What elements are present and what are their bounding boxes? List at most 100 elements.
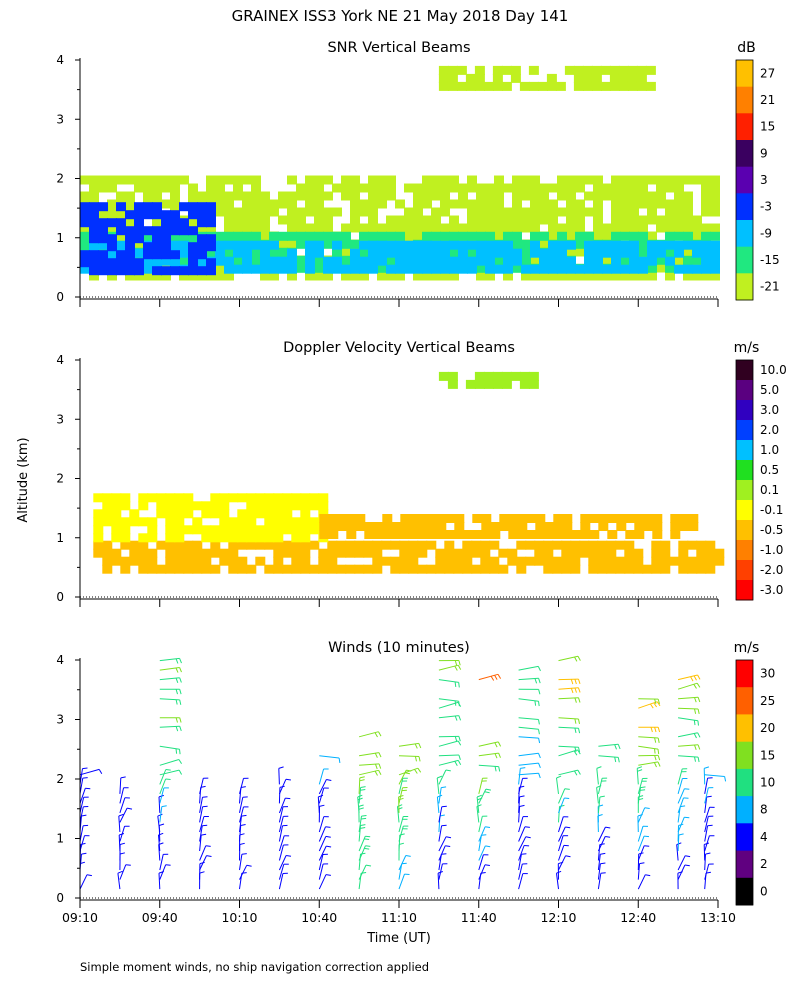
heatmap-cell [296,223,306,233]
heatmap-cell [264,564,275,574]
wind-barb-flag [697,708,700,715]
wind-barb-flag [574,718,577,724]
heatmap-cell [282,501,293,511]
heatmap-cell [134,258,144,268]
heatmap-cell [449,247,459,257]
heatmap-cell [584,271,594,281]
heatmap-cell [246,533,257,543]
heatmap-cell [309,493,320,503]
heatmap-cell [494,191,504,201]
heatmap-cell [413,191,423,201]
heatmap-cell [440,256,450,266]
wind-barb [119,777,122,794]
heatmap-cell [602,231,612,241]
heatmap-cell [413,207,423,217]
wind-barb [637,826,644,842]
wind-barb [278,835,285,852]
heatmap-cell [440,207,450,217]
wind-barb-flag [614,744,617,750]
heatmap-cell [390,556,401,566]
heatmap-cell [125,210,135,220]
wind-barb-flag [693,733,697,739]
heatmap-cell [525,540,536,550]
heatmap-cell [323,256,333,266]
wind-barb-flag [578,728,581,734]
heatmap-cell [210,564,221,574]
heatmap-cell [591,81,602,91]
heatmap-cell [93,525,104,535]
wind-barb-flag [497,674,502,679]
wind-barb [199,835,202,852]
wind-barb-flag [704,766,710,769]
heatmap-cell [483,371,494,381]
heatmap-cell [174,540,185,550]
wind-barb-flag [454,681,457,687]
wind-barb-flag [697,720,699,726]
heatmap-cell [188,242,198,252]
heatmap-cell [494,231,504,241]
heatmap-cell [489,540,500,550]
heatmap-cell [566,231,576,241]
heatmap-cell [582,73,593,83]
wind-barb [119,787,125,804]
wind-barb-flag [454,660,458,666]
heatmap-cell [633,548,644,558]
heatmap-cell [647,231,657,241]
heatmap-cell [116,202,126,212]
colorbar-swatch [736,220,753,248]
heatmap-cell [539,199,549,209]
wind-barb [637,835,645,852]
wind-barb [159,769,167,785]
heatmap-cell [116,207,126,217]
heatmap-cell [134,175,144,185]
heatmap-cell [336,548,347,558]
heatmap-cell [440,199,450,209]
heatmap-cell [386,255,396,265]
wind-barb [318,874,327,890]
heatmap-cell [575,215,585,225]
wind-barb [518,768,521,785]
heatmap-cell [512,183,522,193]
heatmap-cell [372,548,383,558]
heatmap-cell [359,231,369,241]
heatmap-cell [206,223,216,233]
heatmap-cell [368,264,378,274]
heatmap-cell [651,556,662,566]
wind-barb [518,762,539,766]
heatmap-cell [471,548,482,558]
heatmap-cell [656,223,666,233]
wind-barb-flag [127,807,133,810]
heatmap-cell [539,231,549,241]
heatmap-cell [449,183,459,193]
heatmap-cell [627,81,638,91]
heatmap-cell [391,530,402,539]
heatmap-cell [161,199,171,209]
heatmap-cell [152,234,162,244]
heatmap-cell [269,264,279,274]
heatmap-cell [134,226,144,236]
heatmap-cell [395,248,405,258]
colorbar-label: -3 [760,200,772,214]
heatmap-cell [692,248,702,258]
heatmap-cell [224,247,234,257]
colorbar-swatch [736,246,753,274]
heatmap-cell [409,530,420,539]
heatmap-cell [93,517,104,527]
heatmap-cell [458,223,468,233]
heatmap-cell [651,548,662,558]
heatmap-cell [696,564,707,574]
heatmap-cell [179,175,189,185]
heatmap-cell [201,548,212,558]
heatmap-cell [372,564,383,574]
wind-barb-flag [359,776,365,779]
wind-barb [637,874,646,890]
wind-barb [318,863,324,880]
y-tick-label: 1 [56,231,64,245]
heatmap-cell [323,271,333,281]
heatmap-cell [582,65,593,75]
heatmap-cell [179,218,189,228]
heatmap-cell [291,540,302,550]
heatmap-cell [246,493,257,503]
wind-barb-flag [175,678,179,683]
heatmap-cell [483,81,494,91]
